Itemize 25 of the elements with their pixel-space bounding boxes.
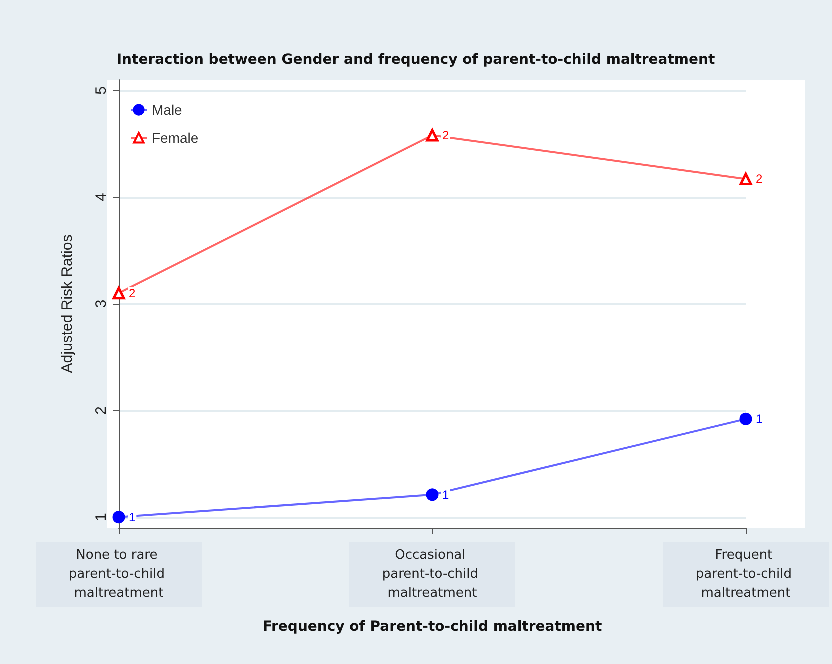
annotation: 1	[756, 412, 763, 426]
x-tick-label: None to rare parent-to-child maltreatment	[68, 548, 170, 601]
annotation: 2	[756, 172, 763, 186]
annotation: 2	[442, 128, 450, 142]
point	[740, 172, 752, 186]
y-tick-label: 3	[93, 300, 110, 308]
point	[740, 412, 752, 426]
annotation: 1	[442, 488, 450, 502]
y-tick-label: 1	[93, 513, 110, 522]
legend-label: Female	[152, 130, 199, 146]
point	[426, 488, 439, 502]
point	[112, 511, 126, 524]
annotation: 1	[129, 510, 136, 524]
legend-label: Male	[152, 102, 183, 118]
x-tick-label: Occasional parent-to-child maltreatment	[382, 548, 483, 601]
x-axis-title: Frequency of Parent-to-child maltreatment	[262, 619, 602, 635]
annotation: 2	[129, 286, 136, 300]
x-tick-label: Frequent parent-to-child maltreatment	[696, 548, 796, 601]
y-tick-label: 4	[93, 193, 110, 202]
chart-title: Interaction between Gender and frequency of parent-to-child maltreatment	[116, 52, 716, 68]
point	[112, 287, 126, 300]
y-axis-title: Adjusted Risk Ratios	[59, 234, 76, 374]
point	[426, 129, 439, 142]
y-tick-label: 2	[93, 406, 110, 415]
y-tick-label: 5	[93, 86, 110, 95]
